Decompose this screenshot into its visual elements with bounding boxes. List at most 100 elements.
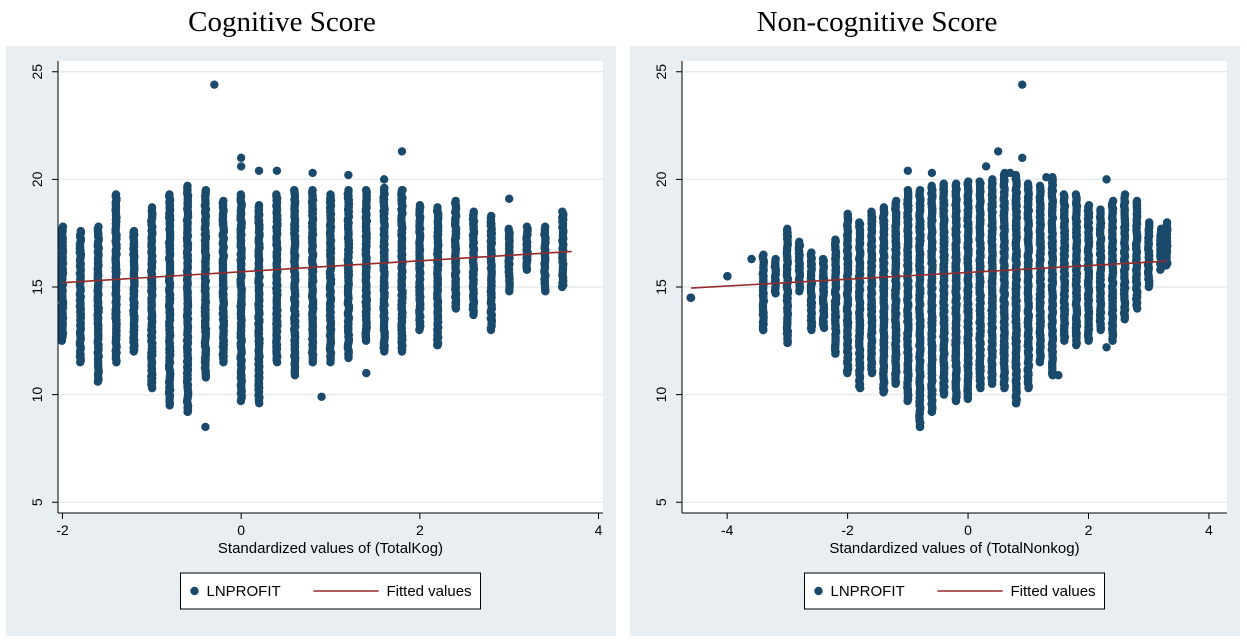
y-tick-label: 10 <box>29 387 45 403</box>
data-point <box>308 185 317 195</box>
data-point <box>183 407 192 417</box>
data-point <box>236 153 246 163</box>
data-point <box>254 166 264 175</box>
data-point <box>759 250 768 259</box>
data-point <box>317 392 326 401</box>
data-point <box>76 226 86 236</box>
x-tick-label: 4 <box>595 522 603 538</box>
data-point <box>210 80 219 89</box>
data-point <box>111 190 121 199</box>
data-point <box>1120 190 1130 199</box>
data-point <box>975 177 984 186</box>
data-point <box>433 340 442 350</box>
x-tick-label: -2 <box>56 522 69 538</box>
data-point <box>94 222 103 231</box>
data-point <box>771 254 780 264</box>
data-point <box>964 177 973 186</box>
data-point <box>504 194 514 203</box>
data-point <box>843 209 852 219</box>
data-point <box>433 203 442 212</box>
y-tick-label: 15 <box>29 279 45 295</box>
data-point <box>927 181 936 191</box>
data-point <box>686 293 695 302</box>
data-point <box>147 203 157 212</box>
data-point <box>867 207 876 216</box>
data-point <box>290 185 299 195</box>
data-point <box>326 190 335 199</box>
data-point <box>1035 181 1045 191</box>
data-point <box>254 201 264 210</box>
data-point <box>504 224 513 234</box>
data-point <box>1145 218 1154 227</box>
data-point <box>723 272 732 281</box>
chart-title-cognitive: Cognitive Score <box>188 6 376 38</box>
data-point <box>344 170 353 180</box>
data-point <box>201 422 210 432</box>
data-point <box>397 185 407 195</box>
data-point <box>783 224 792 234</box>
data-point <box>308 168 317 178</box>
data-point <box>747 254 756 264</box>
data-point <box>487 211 496 221</box>
data-point <box>397 147 407 156</box>
y-tick-label: 5 <box>29 498 45 506</box>
legend-label-points: LNPROFIT <box>207 583 281 600</box>
data-point <box>469 207 478 216</box>
data-point <box>903 185 913 195</box>
data-point <box>951 179 961 188</box>
x-tick-label: 0 <box>237 522 245 538</box>
x-axis-title: Standardized values of (TotalKog) <box>218 540 443 557</box>
data-point <box>165 190 174 199</box>
data-point <box>1096 205 1105 214</box>
fitted-line <box>62 250 572 284</box>
data-point <box>362 368 371 378</box>
chart-panel-noncognitive: 5 10 15 20 25 -4 -2 0 2 4 Standardized values of (… <box>630 46 1240 636</box>
data-point <box>1108 196 1118 206</box>
data-point <box>939 179 949 188</box>
data-point <box>236 379 246 389</box>
data-point <box>415 201 425 210</box>
data-point <box>58 222 68 231</box>
data-point <box>165 401 174 410</box>
chart-cognitive-svg: 5 10 15 20 25 -2 0 2 4 Standardized values of (To… <box>29 61 603 610</box>
data-point <box>795 237 804 246</box>
data-point <box>183 181 192 191</box>
legend-label-fit: Fitted values <box>387 583 472 600</box>
data-point <box>879 203 889 212</box>
data-point <box>379 175 389 184</box>
data-point <box>988 175 997 184</box>
data-point <box>1084 201 1094 210</box>
data-point <box>361 185 371 195</box>
data-point <box>1132 196 1142 206</box>
data-point <box>272 166 282 175</box>
data-point <box>129 226 139 236</box>
data-point <box>540 222 550 231</box>
data-point <box>1071 190 1081 199</box>
data-point <box>807 248 816 257</box>
data-point <box>380 183 389 193</box>
y-tick-label: 20 <box>29 171 45 187</box>
chart-panel-cognitive: 5 10 15 20 25 -2 0 2 4 Standardized values of (To… <box>6 46 616 636</box>
data-point <box>254 379 264 389</box>
data-point <box>344 185 353 195</box>
data-point <box>892 196 901 206</box>
data-point <box>522 222 532 231</box>
data-point <box>1023 179 1033 188</box>
data-point <box>236 190 246 199</box>
data-point <box>831 235 840 244</box>
data-point <box>818 254 828 264</box>
data-point <box>558 207 567 216</box>
data-point <box>272 190 281 199</box>
legend-marker-points <box>190 586 199 596</box>
data-point <box>451 196 460 206</box>
data-point <box>1059 190 1069 199</box>
x-tick-label: 2 <box>416 522 424 538</box>
data-point <box>236 162 246 171</box>
chart-title-noncognitive: Non-cognitive Score <box>756 6 998 38</box>
data-point <box>219 196 228 206</box>
y-tick-label: 25 <box>29 64 45 80</box>
data-point <box>201 185 211 195</box>
data-point <box>915 185 925 195</box>
data-point <box>855 218 864 227</box>
